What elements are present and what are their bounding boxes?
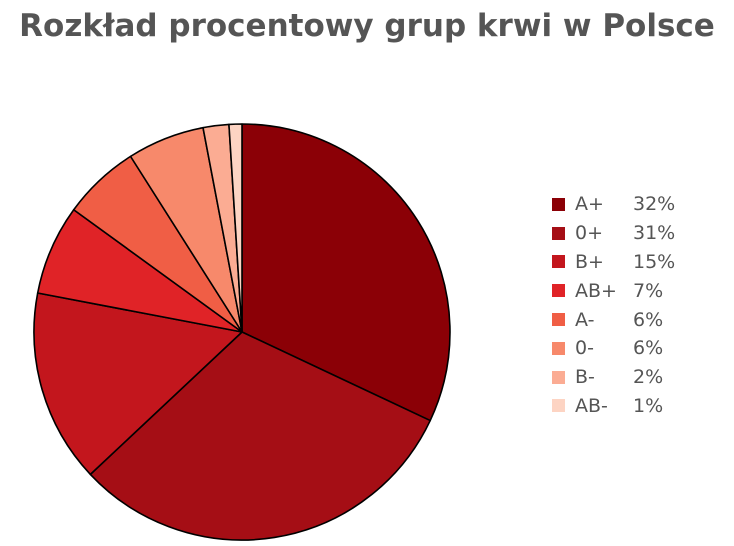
legend-value: 1% bbox=[633, 394, 664, 417]
legend-swatch bbox=[552, 197, 565, 211]
legend-swatch bbox=[552, 370, 565, 384]
legend-label: 0- bbox=[575, 337, 594, 360]
legend-item: A- 6% bbox=[552, 305, 683, 334]
pie-slice-0-plus bbox=[89, 331, 431, 541]
legend-item: AB- 1% bbox=[552, 392, 683, 421]
legend-label: A+ bbox=[575, 193, 604, 216]
legend-value: 2% bbox=[633, 366, 664, 389]
legend-swatch bbox=[552, 255, 565, 269]
legend-value: 15% bbox=[633, 250, 676, 273]
legend-item: 0- 6% bbox=[552, 334, 683, 363]
legend-value: 6% bbox=[633, 308, 664, 331]
legend: A+ 32% 0+ 31% B+ 15% AB+ 7% A- 6% 0- 6% B- 2% AB- 1% bbox=[552, 190, 683, 420]
legend-label: 0+ bbox=[575, 222, 604, 245]
legend-value: 7% bbox=[633, 279, 664, 302]
pie-slice-b-plus bbox=[33, 292, 243, 476]
legend-label: B+ bbox=[575, 250, 604, 273]
legend-value: 6% bbox=[633, 337, 664, 360]
legend-swatch bbox=[552, 313, 565, 327]
legend-swatch bbox=[552, 399, 565, 413]
legend-label: AB- bbox=[575, 394, 608, 417]
legend-value: 31% bbox=[633, 222, 676, 245]
legend-swatch bbox=[552, 226, 565, 240]
legend-item: A+ 32% bbox=[552, 190, 683, 219]
legend-item: 0+ 31% bbox=[552, 219, 683, 248]
legend-swatch bbox=[552, 284, 565, 298]
legend-value: 32% bbox=[633, 193, 676, 216]
legend-label: AB+ bbox=[575, 279, 617, 302]
legend-swatch bbox=[552, 341, 565, 355]
legend-item: AB+ 7% bbox=[552, 276, 683, 305]
legend-item: B- 2% bbox=[552, 363, 683, 392]
legend-item: B+ 15% bbox=[552, 248, 683, 277]
legend-label: A- bbox=[575, 308, 595, 331]
chart-title: Rozkład procentowy grup krwi w Polsce bbox=[19, 8, 715, 44]
legend-label: B- bbox=[575, 366, 595, 389]
pie-slice-a-plus bbox=[241, 123, 451, 422]
pie-slice-ab-minus bbox=[228, 123, 243, 333]
